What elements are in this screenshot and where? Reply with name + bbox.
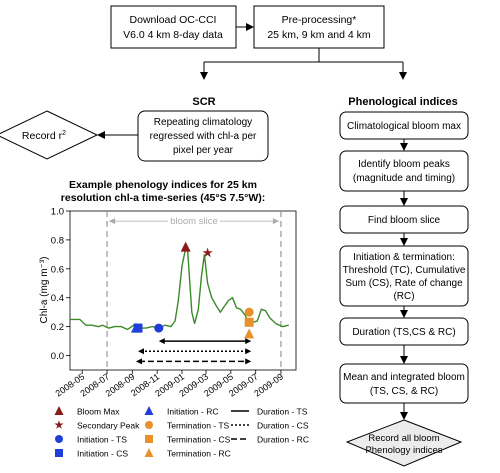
scr-box: [137, 110, 269, 162]
record-all-diamond: [345, 419, 463, 467]
download-box: [110, 5, 237, 49]
y-tick-label: 0.4: [51, 293, 64, 304]
duration-bars: [135, 338, 252, 365]
identify-box: [339, 150, 469, 192]
preprocess-line-1: Pre-processing*: [282, 14, 357, 26]
record-r2-label: Record r2: [22, 130, 66, 142]
duration-label: Duration (TS,CS & RC): [352, 327, 455, 338]
identify-line-1: Identify bloom peaks: [358, 159, 450, 170]
initiation-ts-marker: [154, 323, 164, 333]
y-ticks: 0.0 0.2 0.4 0.6 0.8 1.0: [51, 207, 70, 362]
bloom-max-marker: [180, 241, 191, 252]
bloom-slice: bloom slice: [106, 211, 282, 370]
init-term-line-2: Threshold (TC), Cumulative: [343, 265, 466, 276]
chart: Example phenology indices for 25 km reso…: [39, 179, 297, 399]
duration-arrow-left: [158, 338, 165, 345]
duration-arrow-left: [135, 358, 142, 365]
y-tick-label: 0.2: [51, 322, 64, 333]
legend-duration-ts-label: Duration - TS: [257, 407, 308, 417]
scr-line-2: regressed with chl-a per: [150, 131, 257, 142]
scr-line-1: Repeating climatology: [154, 117, 252, 128]
legend-initiation-rc-swatch: [144, 406, 154, 415]
duration-arrow-right: [245, 338, 252, 345]
legend-termination-cs-swatch: [145, 435, 153, 443]
duration-arrow-right: [245, 358, 252, 365]
flowchart: Download OC-CCI V6.0 4 km 8-day data Pre…: [0, 5, 469, 467]
termination-rc-marker: [244, 328, 255, 339]
identify-line-2: (magnitude and timing): [353, 173, 455, 184]
download-line-2: V6.0 4 km 8-day data: [123, 29, 223, 41]
legend-initiation-cs-swatch: [55, 449, 63, 457]
legend-bloom-max-label: Bloom Max: [77, 407, 120, 417]
download-line-1: Download OC-CCI: [130, 14, 217, 26]
duration-arrow-right: [245, 348, 252, 355]
clim-max-label: Climatological bloom max: [347, 121, 461, 132]
legend-termination-ts-label: Termination - TS: [167, 421, 230, 431]
chart-title-line-1: Example phenology indices for 25 km: [69, 179, 257, 191]
legend-secondary-peak-label: Secondary Peak: [77, 421, 140, 431]
record-all-line-2: Phenology indices: [365, 445, 442, 456]
record-all-line-1: Record all bloom: [368, 433, 439, 444]
termination-cs-marker: [244, 317, 254, 327]
mean-int-line-1: Mean and integrated bloom: [343, 372, 465, 383]
y-tick-label: 0.8: [51, 235, 64, 246]
initiation-rc-marker: [130, 322, 141, 333]
chart-title-line-2: resolution chl-a time-series (45°S 7.5°W…: [61, 192, 265, 204]
mean-int-box: [339, 363, 469, 404]
legend-duration-rc-label: Duration - RC: [257, 435, 309, 445]
scr-line-3: pixel per year: [173, 145, 234, 156]
bloom-slice-arrow-right: [272, 218, 279, 225]
init-term-line-4: (RC): [393, 291, 414, 302]
pheno-title: Phenological indices: [348, 96, 457, 108]
init-term-line-1: Initiation & termination:: [353, 252, 455, 263]
legend-initiation-ts-swatch: [55, 435, 63, 443]
find-slice-label: Find bloom slice: [368, 215, 441, 226]
legend: Bloom Max Initiation - RC Duration - TS Sec…: [54, 406, 309, 459]
bloom-slice-label: bloom slice: [170, 216, 218, 227]
duration-arrow-left: [138, 348, 145, 355]
legend-termination-rc-swatch: [144, 448, 154, 457]
y-axis-label: Chl-a (mg m⁻³): [39, 257, 50, 324]
scr-title: SCR: [192, 96, 215, 108]
bloom-slice-arrow-left: [109, 218, 116, 225]
legend-initiation-ts-label: Initiation - TS: [77, 435, 127, 445]
legend-initiation-cs-label: Initiation - CS: [77, 449, 128, 459]
plot-frame: [69, 210, 297, 371]
legend-termination-cs-label: Termination - CS: [167, 435, 231, 445]
legend-initiation-rc-label: Initiation - RC: [167, 407, 219, 417]
legend-duration-cs-label: Duration - CS: [257, 421, 309, 431]
record-r2-diamond: [0, 110, 99, 160]
x-tick-label: 2009-09: [252, 371, 285, 398]
bloom-slice-label-bg: [167, 214, 220, 227]
y-tick-label: 0.0: [51, 351, 64, 362]
mean-int-line-2: (TS, CS, & RC): [370, 386, 438, 397]
legend-termination-ts-swatch: [145, 421, 153, 429]
preprocess-line-2: 25 km, 9 km and 4 km: [267, 29, 371, 41]
y-tick-label: 1.0: [51, 207, 64, 218]
y-tick-label: 0.6: [51, 264, 64, 275]
init-term-line-3: Sum (CS), Rate of change: [345, 278, 463, 289]
markers: [130, 241, 255, 339]
legend-termination-rc-label: Termination - RC: [167, 449, 231, 459]
preprocess-box: [253, 5, 385, 49]
x-ticks: 2008-052008-072008-092008-112009-012009-…: [54, 370, 285, 399]
secondary-peak-marker: [202, 247, 213, 258]
legend-secondary-peak-swatch: [54, 420, 64, 429]
termination-ts-marker: [244, 307, 254, 317]
legend-bloom-max-swatch: [54, 406, 64, 415]
